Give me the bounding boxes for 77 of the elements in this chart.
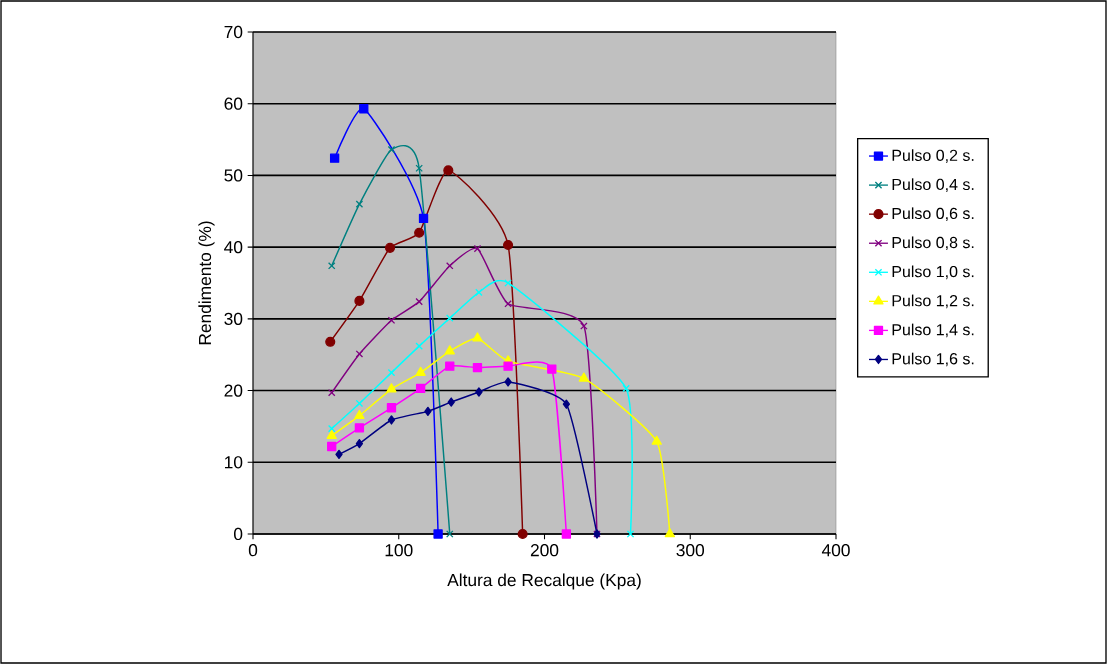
point [580,322,588,330]
point [354,409,365,419]
point [325,336,336,347]
point [384,242,396,253]
point [433,529,443,539]
legend-label: Pulso 1,0 s. [892,265,974,280]
point [504,377,512,387]
point [327,441,337,452]
point [386,403,397,413]
x-axis-title: Altura de Recalque (Kpa) [447,573,641,590]
point [445,361,455,371]
point [387,415,396,425]
point [503,361,513,371]
point [355,438,364,449]
point [355,399,364,408]
x-tick-label: 0 [248,544,258,557]
point [326,429,337,440]
point [651,435,662,445]
point [387,316,396,325]
point [444,345,455,355]
point [424,406,432,417]
point [443,165,454,176]
point [472,332,483,342]
y-tick-label: 30 [224,312,243,325]
legend-label: Pulso 0,4 s. [892,178,974,192]
legend-label: Pulso 1,2 s. [892,294,974,309]
point [415,366,426,376]
y-tick-label: 40 [224,240,243,254]
point [354,423,365,433]
point [415,164,423,173]
point [561,529,572,539]
legend-label: Pulso 0,2 s. [892,149,974,163]
point [475,387,483,397]
point [504,300,512,308]
x-tick-label: 100 [385,544,413,557]
y-tick-label: 60 [224,97,243,110]
point [445,314,454,322]
point [503,239,514,251]
legend-label: Pulso 0,6 s. [892,207,974,222]
point [547,364,557,374]
legend-label: Pulso 0,8 s. [892,236,974,251]
legend-label: Pulso 1,6 s. [892,352,974,367]
y-tick-label: 0 [233,527,243,541]
point [445,530,454,538]
y-axis-title: Rendimento (%) [198,221,215,345]
y-tick-label: 10 [225,456,243,469]
point [517,528,528,540]
point [329,153,340,163]
point [335,449,343,460]
x-tick-label: 400 [821,544,850,557]
point [447,397,455,407]
point [664,528,676,538]
point [622,384,630,393]
point [327,424,336,433]
point [418,213,429,224]
x-tick-label: 300 [676,544,705,557]
x-tick-label: 200 [530,544,559,557]
point [415,297,423,306]
point [414,227,425,238]
point [327,262,336,270]
legend-label: Pulso 1,4 s. [892,323,974,338]
point [562,399,571,409]
point [359,104,369,114]
point [355,350,364,358]
point [354,295,365,306]
point [387,368,396,377]
point [472,362,483,373]
point [386,383,397,393]
point [475,288,483,297]
point [355,200,364,208]
point [387,145,396,154]
point [626,530,635,538]
point [578,372,590,382]
y-tick-label: 50 [224,169,243,182]
point [415,383,426,394]
y-tick-label: 70 [224,25,243,39]
y-tick-label: 20 [224,384,243,397]
